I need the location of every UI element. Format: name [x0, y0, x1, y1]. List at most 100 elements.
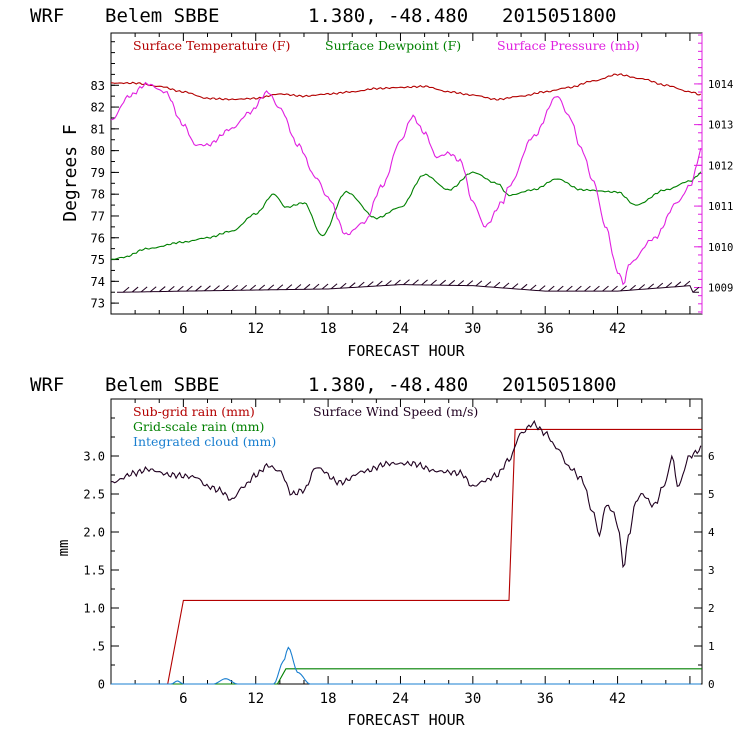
y2-tick-label: 0 — [708, 678, 715, 691]
wind-barb — [231, 285, 238, 291]
wind-barb — [502, 282, 510, 289]
series-integrated-cloud-mm — [111, 646, 701, 685]
wind-barb — [629, 284, 636, 291]
top-init-label: 2015051800 — [502, 5, 616, 27]
wind-barb — [448, 279, 456, 286]
wind-barb — [140, 286, 148, 293]
wind-barb — [348, 282, 356, 289]
wind-barb — [647, 283, 655, 290]
wind-barb — [167, 286, 175, 292]
top-x-axis-label: FORECAST HOUR — [347, 342, 465, 360]
y-tick-label: 77 — [91, 209, 105, 223]
wind-barb — [674, 281, 682, 288]
wind-barb — [484, 281, 492, 287]
wind-barb — [421, 279, 428, 286]
x-tick-label: 30 — [464, 691, 481, 707]
wind-barb — [538, 285, 546, 292]
series-sub-grid-rain-mm — [111, 428, 702, 685]
wind-barb — [204, 285, 211, 292]
series-surface-pressure-mb — [110, 81, 702, 286]
y-tick-label: 1.5 — [83, 564, 105, 578]
wind-barb — [177, 285, 184, 292]
wind-barb — [131, 286, 139, 293]
wind-barb — [620, 285, 627, 292]
wind-barb — [249, 284, 257, 291]
wind-barb — [330, 283, 338, 290]
bottom-init-label: 2015051800 — [502, 374, 616, 396]
wind-barb — [547, 285, 555, 292]
wind-barb — [158, 286, 166, 292]
wind-barb — [276, 284, 284, 291]
x-tick-label: 36 — [537, 691, 554, 707]
y-tick-label: .5 — [91, 640, 105, 654]
x-tick-label: 18 — [320, 321, 337, 337]
wind-barb — [385, 280, 392, 286]
top-series — [110, 73, 702, 293]
wind-barb — [394, 279, 401, 286]
wind-barb — [412, 279, 419, 286]
wind-barb — [683, 280, 691, 287]
x-tick-label: 6 — [179, 691, 187, 707]
y2-tick-label: 5 — [708, 488, 715, 501]
top-station-label: Belem SBBE — [105, 5, 219, 27]
y2-tick-label: 1013 — [708, 120, 733, 132]
wind-barb — [466, 280, 474, 286]
y-tick-label: 82 — [91, 101, 105, 115]
legend-dewpoint: Surface Dewpoint (F) — [325, 38, 461, 53]
wind-barb — [285, 284, 293, 290]
wind-barb — [321, 283, 329, 290]
top-model-label: WRF — [30, 5, 64, 27]
y-tick-label: 83 — [91, 79, 105, 93]
bottom-coords-label: 1.380, -48.480 — [308, 374, 468, 396]
wind-barb — [692, 286, 700, 293]
y-tick-label: 0 — [98, 678, 105, 692]
x-tick-label: 24 — [392, 321, 409, 337]
y-tick-label: 80 — [91, 144, 105, 158]
wind-barb — [475, 280, 483, 287]
y2-tick-label: 1009 — [708, 283, 733, 295]
bottom-series — [110, 419, 702, 685]
wind-barb — [638, 284, 645, 290]
y-tick-label: 74 — [91, 275, 105, 289]
wind-barbs — [117, 279, 700, 293]
y2-tick-label: 1011 — [708, 201, 733, 213]
wind-barb — [575, 285, 582, 292]
y-tick-label: 2.5 — [83, 488, 105, 502]
legend-subgrid-rain: Sub-grid rain (mm) — [133, 404, 255, 419]
series-surface-dewpoint-f — [111, 171, 702, 260]
series-surface-wind-speed-m-s — [110, 419, 702, 569]
wind-barb — [593, 285, 600, 292]
y2-tick-label: 1014 — [708, 79, 733, 91]
y2-tick-label: 1010 — [708, 242, 733, 254]
x-tick-label: 18 — [320, 691, 337, 707]
wind-barb — [439, 279, 446, 286]
legend-gridscale-rain: Grid-scale rain (mm) — [133, 419, 264, 434]
wind-barb — [556, 285, 564, 292]
wind-barb — [584, 285, 591, 292]
wind-barb — [665, 282, 673, 288]
series-surface-temperature-f — [110, 73, 702, 101]
bottom-legend: Sub-grid rain (mm) Grid-scale rain (mm) … — [133, 404, 478, 449]
bottom-chart-header: WRF Belem SBBE 1.380, -48.480 2015051800 — [30, 374, 616, 396]
wind-barb — [294, 284, 302, 290]
x-tick-label: 42 — [609, 321, 626, 337]
wind-barb — [258, 284, 266, 291]
x-tick-label: 30 — [464, 321, 481, 337]
wind-barb — [565, 285, 573, 292]
top-y-axis-label: Degrees F — [60, 124, 81, 222]
x-tick-label: 36 — [537, 321, 554, 337]
wind-barb — [520, 283, 528, 290]
wind-barb — [357, 281, 365, 288]
legend-wind-speed: Surface Wind Speed (m/s) — [313, 404, 478, 419]
bottom-y-axis-label: mm — [56, 540, 72, 557]
top-coords-label: 1.380, -48.480 — [308, 5, 468, 27]
legend-integrated-cloud: Integrated cloud (mm) — [133, 434, 276, 449]
wind-barb — [312, 283, 320, 290]
y-tick-label: 2.0 — [83, 526, 105, 540]
series-grid-scale-rain-mm — [111, 668, 702, 685]
y-tick-label: 1.0 — [83, 602, 105, 616]
wind-barb — [457, 280, 465, 286]
bottom-model-label: WRF — [30, 374, 64, 396]
y-tick-label: 81 — [91, 122, 105, 136]
